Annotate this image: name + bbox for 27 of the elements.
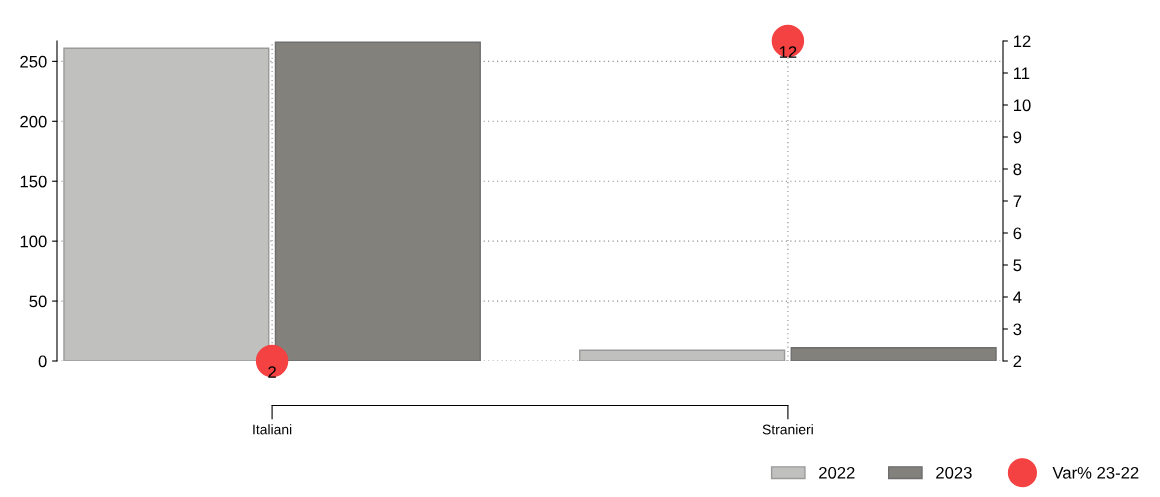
- bar: [274, 41, 481, 361]
- y2-tick-label: 5: [1013, 259, 1022, 272]
- legend-label: 2022: [819, 466, 855, 479]
- y2-tick-label: 10: [1013, 99, 1031, 112]
- y-tick-label: 250: [20, 55, 47, 68]
- y2-tick-label: 11: [1013, 67, 1030, 80]
- legend-label: Var% 23-22: [1052, 466, 1139, 479]
- y-tick-label: 50: [29, 295, 47, 308]
- y-tick-label: 0: [38, 355, 47, 368]
- y2-tick-label: 12: [1013, 35, 1031, 48]
- bar: [63, 47, 270, 361]
- y-tick-label: 150: [20, 175, 47, 188]
- y2-tick-label: 8: [1013, 163, 1022, 176]
- x-tick-label: Stranieri: [762, 424, 813, 435]
- legend-label: 2023: [936, 466, 972, 479]
- y2-tick-label: 4: [1013, 291, 1022, 304]
- y2-tick-label: 7: [1013, 195, 1022, 208]
- y2-tick-label: 3: [1013, 323, 1022, 336]
- x-tick-label: Italiani: [253, 424, 292, 435]
- y2-tick-label: 6: [1013, 227, 1022, 240]
- y-tick-label: 200: [20, 115, 47, 128]
- data-label: 12: [779, 46, 797, 58]
- bar: [579, 349, 786, 361]
- y-tick-label: 100: [20, 235, 47, 248]
- data-label: 2: [268, 366, 276, 378]
- y2-tick-label: 2: [1013, 355, 1022, 368]
- y2-tick-label: 9: [1013, 131, 1022, 144]
